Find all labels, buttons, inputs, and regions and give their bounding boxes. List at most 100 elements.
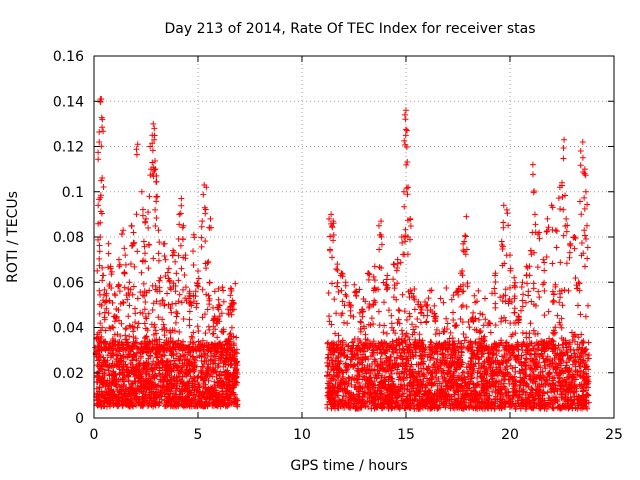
data-point (443, 315, 450, 322)
data-point (202, 330, 209, 337)
data-point (227, 285, 234, 292)
data-point (482, 316, 489, 323)
data-point (125, 350, 132, 357)
data-point (130, 328, 137, 335)
data-point (209, 373, 216, 380)
data-point (172, 319, 179, 326)
data-point (523, 330, 530, 337)
data-point (214, 334, 221, 341)
data-point (104, 383, 111, 390)
data-point (191, 364, 198, 371)
data-point (578, 331, 585, 338)
data-point (501, 314, 508, 321)
data-point (522, 355, 529, 362)
data-point (175, 403, 182, 410)
data-point (584, 391, 591, 398)
data-point (135, 320, 142, 327)
data-point (410, 326, 417, 333)
data-point (160, 321, 167, 328)
data-point (163, 402, 170, 409)
data-point (205, 377, 212, 384)
data-point (561, 286, 568, 293)
data-point (112, 292, 119, 299)
data-point (475, 316, 482, 323)
data-point (180, 286, 187, 293)
data-point (234, 370, 241, 377)
data-point (120, 352, 127, 359)
data-point (450, 316, 457, 323)
data-point (198, 370, 205, 377)
data-point (133, 355, 140, 362)
data-point (450, 309, 457, 316)
data-point (177, 353, 184, 360)
data-point (498, 318, 505, 325)
data-point (388, 312, 395, 319)
data-point (188, 389, 195, 396)
data-point (106, 372, 113, 379)
data-point (142, 313, 149, 320)
data-point (351, 281, 358, 288)
data-point (464, 283, 471, 290)
data-point (94, 267, 101, 274)
data-point (187, 352, 194, 359)
data-point (554, 312, 561, 319)
data-point (186, 316, 193, 323)
data-point (96, 255, 103, 262)
data-point (178, 299, 185, 306)
data-point (534, 330, 541, 337)
data-point (176, 356, 183, 363)
data-point (487, 329, 494, 336)
data-point (195, 328, 202, 335)
data-point (437, 295, 444, 302)
data-point (395, 316, 402, 323)
data-point (440, 299, 447, 306)
data-point (96, 242, 103, 249)
data-point (95, 149, 102, 156)
data-point (225, 371, 232, 378)
data-point (204, 386, 211, 393)
data-point (179, 374, 186, 381)
data-point (110, 402, 117, 409)
data-points (92, 95, 592, 412)
data-point (489, 388, 496, 395)
data-point (125, 377, 132, 384)
data-point (227, 330, 234, 337)
data-point (101, 370, 108, 377)
data-point (383, 330, 390, 337)
data-point (324, 405, 331, 412)
data-point (205, 323, 212, 330)
data-point (124, 354, 131, 361)
data-point (142, 370, 149, 377)
data-point (329, 280, 336, 287)
data-point (143, 333, 150, 340)
data-point (96, 384, 103, 391)
data-point (180, 315, 187, 322)
data-point (194, 374, 201, 381)
data-point (205, 361, 212, 368)
data-point (164, 290, 171, 297)
data-point (122, 332, 129, 339)
data-point (96, 128, 103, 135)
data-point (430, 355, 437, 362)
data-point (190, 375, 197, 382)
data-point (220, 287, 227, 294)
data-point (556, 299, 563, 306)
data-point (582, 313, 589, 320)
data-point (99, 124, 106, 131)
data-point (228, 324, 235, 331)
data-point (536, 294, 543, 301)
data-point (186, 308, 193, 315)
data-point (163, 359, 170, 366)
data-point (128, 357, 135, 364)
data-point (152, 283, 159, 290)
data-point (577, 311, 584, 318)
data-point (432, 331, 439, 338)
data-point (444, 320, 451, 327)
data-point (380, 299, 387, 306)
data-point (121, 378, 128, 385)
data-point (131, 305, 138, 312)
data-point (147, 353, 154, 360)
data-point (470, 309, 477, 316)
data-point (376, 322, 383, 329)
